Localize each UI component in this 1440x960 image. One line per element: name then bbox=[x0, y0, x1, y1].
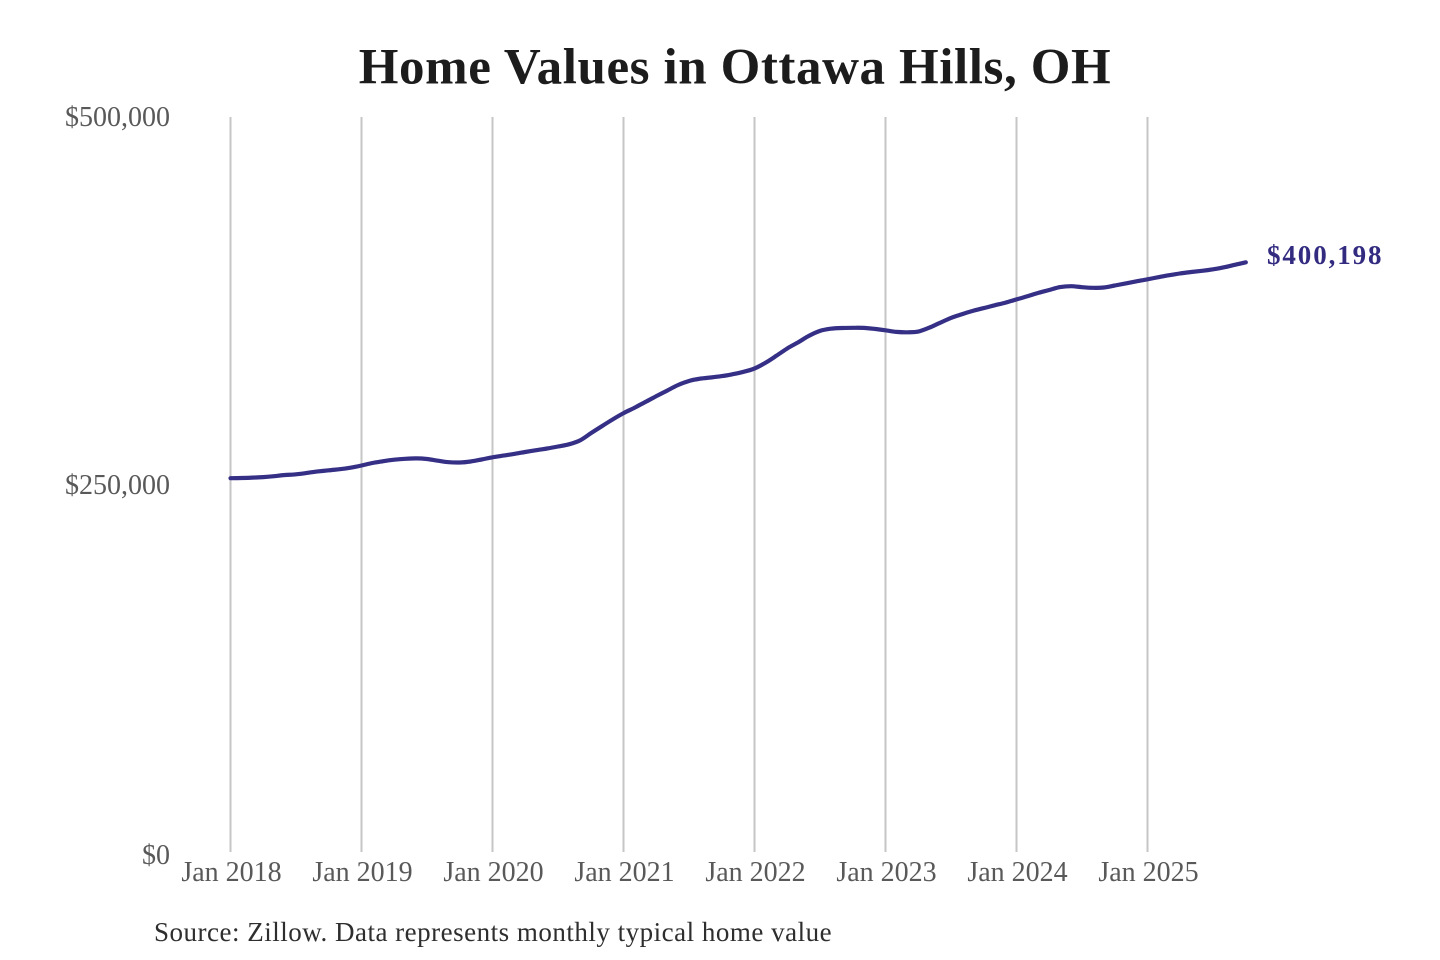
svg-text:Jan 2022: Jan 2022 bbox=[705, 857, 805, 888]
svg-text:Jan 2025: Jan 2025 bbox=[1098, 857, 1198, 888]
svg-text:$400,198: $400,198 bbox=[1267, 240, 1383, 270]
svg-text:$0: $0 bbox=[142, 840, 170, 871]
svg-text:$250,000: $250,000 bbox=[65, 470, 170, 501]
svg-text:Jan 2020: Jan 2020 bbox=[443, 857, 543, 888]
svg-text:Home Values in Ottawa Hills, O: Home Values in Ottawa Hills, OH bbox=[359, 40, 1112, 96]
svg-text:$500,000: $500,000 bbox=[65, 102, 170, 133]
svg-text:Jan 2018: Jan 2018 bbox=[181, 857, 281, 888]
svg-text:Jan 2019: Jan 2019 bbox=[312, 857, 412, 888]
svg-text:Jan 2023: Jan 2023 bbox=[836, 857, 936, 888]
svg-text:Source: Zillow. Data represent: Source: Zillow. Data represents monthly … bbox=[154, 917, 832, 947]
svg-text:Jan 2021: Jan 2021 bbox=[574, 857, 674, 888]
svg-text:Jan 2024: Jan 2024 bbox=[967, 857, 1067, 888]
